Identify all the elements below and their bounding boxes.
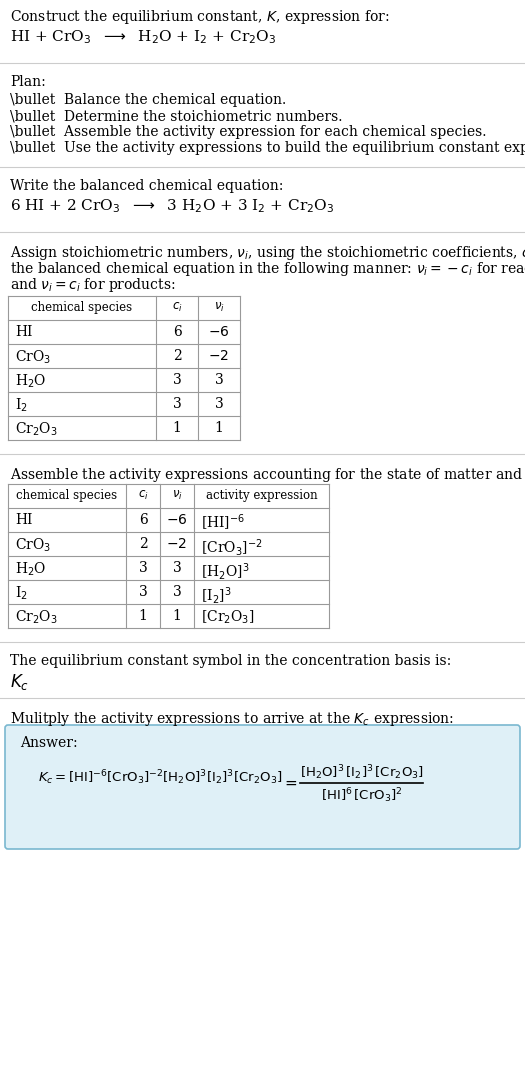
Text: 2: 2 (139, 537, 148, 551)
Text: 6 HI + 2 CrO$_3$  $\longrightarrow$  3 H$_2$O + 3 I$_2$ + Cr$_2$O$_3$: 6 HI + 2 CrO$_3$ $\longrightarrow$ 3 H$_… (10, 197, 334, 215)
Text: 2: 2 (173, 349, 181, 363)
Text: 3: 3 (173, 561, 181, 575)
Text: 3: 3 (215, 397, 223, 411)
Text: [CrO$_3$]$^{-2}$: [CrO$_3$]$^{-2}$ (201, 537, 262, 557)
Text: $K_c$: $K_c$ (10, 672, 29, 692)
Text: HI: HI (15, 325, 33, 339)
Text: $K_c = [\mathrm{HI}]^{-6} [\mathrm{CrO_3}]^{-2} [\mathrm{H_2O}]^{3} [\mathrm{I_2: $K_c = [\mathrm{HI}]^{-6} [\mathrm{CrO_3… (38, 768, 282, 786)
Text: 6: 6 (173, 325, 181, 339)
Text: H$_2$O: H$_2$O (15, 373, 46, 391)
Text: 3: 3 (139, 585, 148, 599)
Text: $-6$: $-6$ (208, 325, 230, 339)
Text: HI + CrO$_3$  $\longrightarrow$  H$_2$O + I$_2$ + Cr$_2$O$_3$: HI + CrO$_3$ $\longrightarrow$ H$_2$O + … (10, 28, 276, 46)
Text: \bullet  Determine the stoichiometric numbers.: \bullet Determine the stoichiometric num… (10, 109, 342, 123)
Text: CrO$_3$: CrO$_3$ (15, 349, 51, 366)
Text: 1: 1 (173, 609, 182, 623)
Text: and $\nu_i = c_i$ for products:: and $\nu_i = c_i$ for products: (10, 276, 175, 294)
Text: 1: 1 (173, 421, 182, 435)
Text: chemical species: chemical species (16, 489, 118, 502)
Text: $c_i$: $c_i$ (138, 489, 149, 502)
Text: HI: HI (15, 513, 33, 528)
Text: 1: 1 (139, 609, 148, 623)
Text: [HI]$^{-6}$: [HI]$^{-6}$ (201, 513, 245, 533)
Text: $[\mathrm{H_2O}]^3\,[\mathrm{I_2}]^3\,[\mathrm{Cr_2O_3}]$: $[\mathrm{H_2O}]^3\,[\mathrm{I_2}]^3\,[\… (300, 763, 424, 782)
Text: 1: 1 (215, 421, 224, 435)
Text: Mulitply the activity expressions to arrive at the $K_c$ expression:: Mulitply the activity expressions to arr… (10, 710, 454, 728)
Text: Assign stoichiometric numbers, $\nu_i$, using the stoichiometric coefficients, $: Assign stoichiometric numbers, $\nu_i$, … (10, 244, 525, 262)
Text: activity expression: activity expression (206, 489, 317, 502)
Text: \bullet  Assemble the activity expression for each chemical species.: \bullet Assemble the activity expression… (10, 125, 487, 139)
Text: [I$_2$]$^3$: [I$_2$]$^3$ (201, 585, 232, 606)
Text: Write the balanced chemical equation:: Write the balanced chemical equation: (10, 179, 284, 193)
Text: Assemble the activity expressions accounting for the state of matter and $\nu_i$: Assemble the activity expressions accoun… (10, 467, 525, 484)
Text: [H$_2$O]$^3$: [H$_2$O]$^3$ (201, 561, 249, 582)
Text: Plan:: Plan: (10, 75, 46, 89)
FancyBboxPatch shape (5, 725, 520, 849)
Text: CrO$_3$: CrO$_3$ (15, 537, 51, 554)
Text: $=$: $=$ (282, 775, 298, 790)
Text: [Cr$_2$O$_3$]: [Cr$_2$O$_3$] (201, 609, 255, 626)
Text: 3: 3 (173, 585, 181, 599)
Text: H$_2$O: H$_2$O (15, 561, 46, 579)
Text: \bullet  Balance the chemical equation.: \bullet Balance the chemical equation. (10, 93, 286, 107)
Text: Answer:: Answer: (20, 736, 78, 750)
Text: $\nu_i$: $\nu_i$ (214, 301, 224, 315)
Text: Construct the equilibrium constant, $K$, expression for:: Construct the equilibrium constant, $K$,… (10, 7, 390, 26)
Text: $-2$: $-2$ (208, 349, 229, 363)
Text: $-6$: $-6$ (166, 513, 188, 528)
Text: 3: 3 (215, 373, 223, 387)
Text: 3: 3 (173, 373, 181, 387)
Text: $[\mathrm{HI}]^6\,[\mathrm{CrO_3}]^2$: $[\mathrm{HI}]^6\,[\mathrm{CrO_3}]^2$ (321, 786, 403, 805)
Text: the balanced chemical equation in the following manner: $\nu_i = -c_i$ for react: the balanced chemical equation in the fo… (10, 260, 525, 278)
Text: I$_2$: I$_2$ (15, 397, 28, 414)
Text: $\nu_i$: $\nu_i$ (172, 489, 182, 502)
Text: The equilibrium constant symbol in the concentration basis is:: The equilibrium constant symbol in the c… (10, 654, 452, 668)
Text: Cr$_2$O$_3$: Cr$_2$O$_3$ (15, 421, 58, 439)
Text: 3: 3 (139, 561, 148, 575)
Text: $c_i$: $c_i$ (172, 301, 182, 315)
Text: \bullet  Use the activity expressions to build the equilibrium constant expressi: \bullet Use the activity expressions to … (10, 141, 525, 155)
Text: I$_2$: I$_2$ (15, 585, 28, 602)
Text: Cr$_2$O$_3$: Cr$_2$O$_3$ (15, 609, 58, 626)
Text: $-2$: $-2$ (166, 537, 187, 551)
Text: chemical species: chemical species (32, 301, 132, 314)
Text: 3: 3 (173, 397, 181, 411)
Text: 6: 6 (139, 513, 148, 528)
